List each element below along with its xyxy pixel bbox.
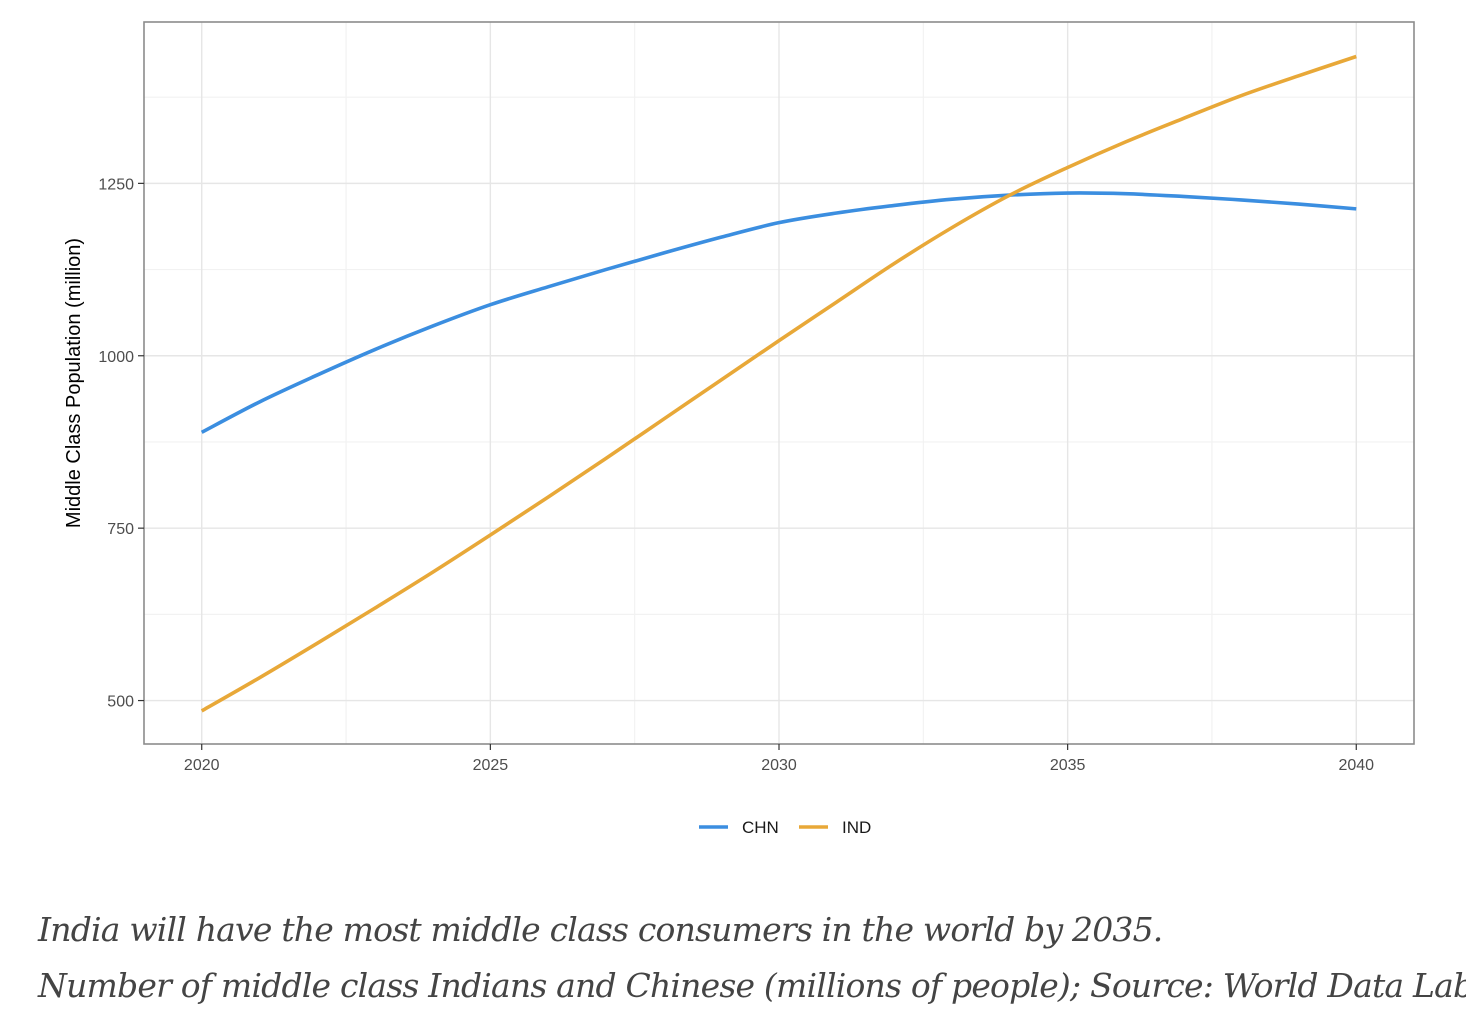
y-tick-label: 1000	[98, 349, 134, 366]
x-tick-label: 2020	[184, 757, 220, 774]
caption-source: Number of middle class Indians and Chine…	[38, 966, 1466, 1005]
line-chart: 2020 2025 2030 2035 2040 500 750 1000 1250 Middl…	[63, 21, 1415, 837]
x-tick-label: 2025	[473, 757, 509, 774]
y-axis-title: Middle Class Population (million)	[63, 238, 85, 528]
y-tick-label: 500	[107, 694, 134, 711]
x-tick-label: 2035	[1050, 757, 1086, 774]
legend-label: CHN	[742, 818, 779, 837]
y-tick-label: 1250	[98, 176, 134, 193]
grid	[144, 22, 1414, 744]
series-line-ind	[200, 54, 1357, 713]
legend-item-ind: IND	[799, 818, 871, 837]
y-axis-title-group: Middle Class Population (million)	[63, 238, 85, 528]
series-lines	[200, 54, 1357, 713]
legend-item-chn: CHN	[699, 818, 779, 837]
x-tick-label: 2030	[761, 757, 797, 774]
series-line-chn	[200, 191, 1357, 434]
x-tick-label: 2040	[1338, 757, 1374, 774]
axis-ticks: 2020 2025 2030 2035 2040 500 750 1000 1250	[98, 176, 1374, 774]
legend-label: IND	[842, 818, 871, 837]
caption-headline: India will have the most middle class co…	[38, 910, 1163, 949]
y-tick-label: 750	[107, 521, 134, 538]
legend: CHN IND	[699, 818, 871, 837]
